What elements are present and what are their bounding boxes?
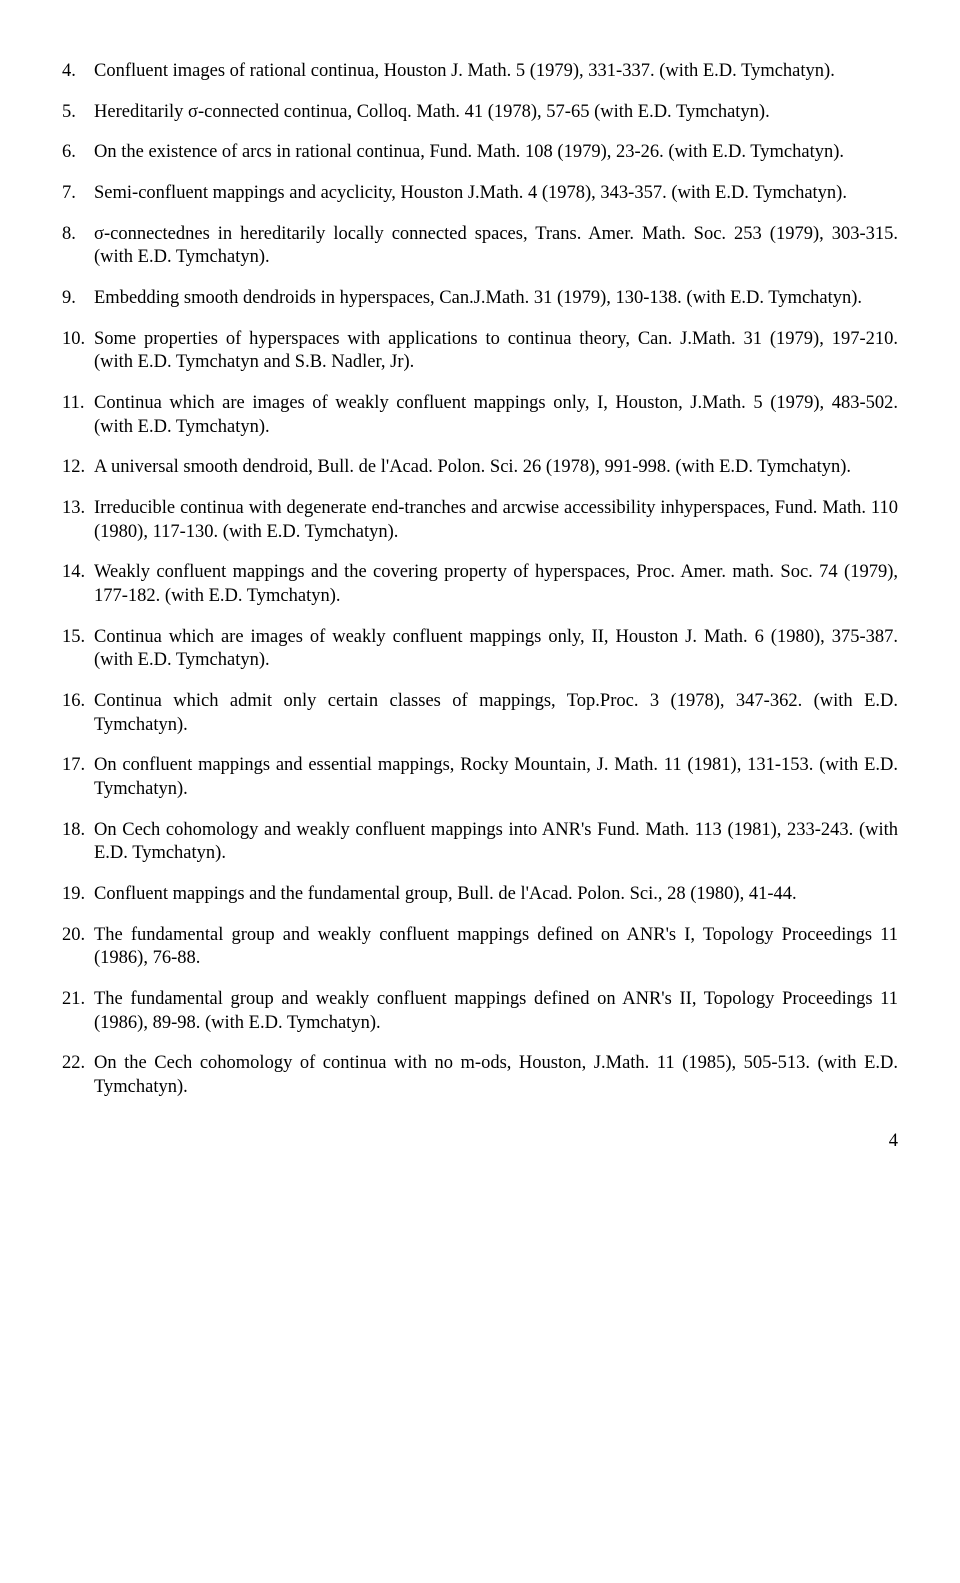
reference-number: 5. [62,101,76,125]
reference-item: 9. Embedding smooth dendroids in hyperspa… [62,287,898,311]
reference-item: 14. Weakly confluent mappings and the cov… [62,561,898,608]
references-list: 4. Confluent images of rational continua,… [62,60,898,1100]
reference-item: 7. Semi-confluent mappings and acyclicity… [62,182,898,206]
reference-text: On Cech cohomology and weakly confluent … [94,820,898,864]
reference-text: Embedding smooth dendroids in hyperspace… [94,288,862,308]
reference-number: 14. [62,561,85,585]
reference-number: 13. [62,497,85,521]
reference-item: 18. On Cech cohomology and weakly conflue… [62,819,898,866]
reference-item: 6. On the existence of arcs in rational c… [62,141,898,165]
reference-number: 16. [62,690,85,714]
reference-text: On confluent mappings and essential mapp… [94,755,898,799]
reference-number: 4. [62,60,76,84]
reference-number: 12. [62,456,85,480]
reference-text: Confluent images of rational continua, H… [94,61,835,81]
reference-text: On the existence of arcs in rational con… [94,142,844,162]
reference-item: 13. Irreducible continua with degenerate … [62,497,898,544]
reference-text: On the Cech cohomology of continua with … [94,1053,898,1097]
reference-number: 9. [62,287,76,311]
page-number: 4 [62,1130,898,1154]
reference-item: 10. Some properties of hyperspaces with a… [62,328,898,375]
reference-number: 20. [62,924,85,948]
reference-number: 17. [62,754,85,778]
reference-number: 21. [62,988,85,1012]
reference-text: The fundamental group and weakly conflue… [94,925,898,969]
reference-item: 12. A universal smooth dendroid, Bull. de… [62,456,898,480]
reference-item: 22. On the Cech cohomology of continua wi… [62,1052,898,1099]
reference-text: Hereditarily σ-connected continua, Collo… [94,102,770,122]
reference-text: Semi-confluent mappings and acyclicity, … [94,183,847,203]
reference-item: 16. Continua which admit only certain cla… [62,690,898,737]
reference-item: 19. Confluent mappings and the fundamenta… [62,883,898,907]
reference-item: 20. The fundamental group and weakly conf… [62,924,898,971]
reference-item: 8. σ-connectednes in hereditarily locally… [62,223,898,270]
reference-text: Continua which are images of weakly conf… [94,393,898,437]
reference-text: A universal smooth dendroid, Bull. de l'… [94,457,851,477]
reference-text: Some properties of hyperspaces with appl… [94,329,898,373]
reference-number: 7. [62,182,76,206]
reference-text: Continua which admit only certain classe… [94,691,898,735]
reference-item: 4. Confluent images of rational continua,… [62,60,898,84]
reference-item: 5. Hereditarily σ-connected continua, Col… [62,101,898,125]
reference-number: 11. [62,392,84,416]
reference-item: 15. Continua which are images of weakly c… [62,626,898,673]
reference-number: 18. [62,819,85,843]
reference-text: σ-connectednes in hereditarily locally c… [94,224,898,268]
reference-number: 15. [62,626,85,650]
reference-number: 10. [62,328,85,352]
reference-text: Irreducible continua with degenerate end… [94,498,898,542]
reference-number: 22. [62,1052,85,1076]
reference-number: 19. [62,883,85,907]
reference-item: 11. Continua which are images of weakly c… [62,392,898,439]
reference-text: The fundamental group and weakly conflue… [94,989,898,1033]
reference-item: 21. The fundamental group and weakly conf… [62,988,898,1035]
reference-text: Weakly confluent mappings and the coveri… [94,562,898,606]
reference-number: 8. [62,223,76,247]
reference-item: 17. On confluent mappings and essential m… [62,754,898,801]
reference-number: 6. [62,141,76,165]
reference-text: Confluent mappings and the fundamental g… [94,884,797,904]
reference-text: Continua which are images of weakly conf… [94,627,898,671]
